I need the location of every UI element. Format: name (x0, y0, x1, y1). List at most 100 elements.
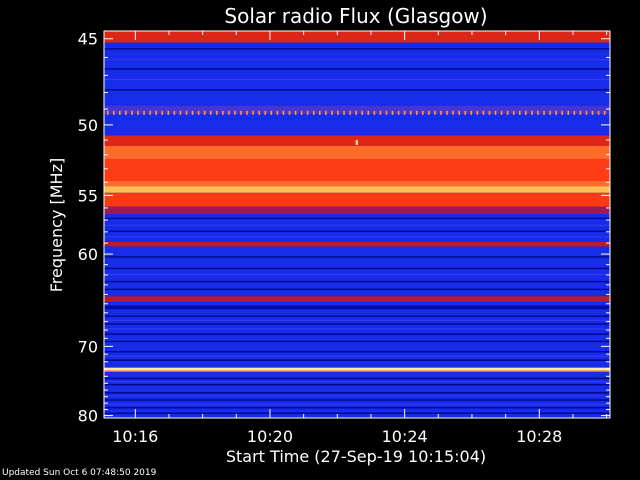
interference-dot (403, 110, 406, 115)
interference-dot (464, 110, 467, 115)
dark-channel-line (104, 323, 610, 325)
interference-dot (270, 110, 273, 115)
interference-dot (161, 110, 164, 115)
dark-channel-line (104, 230, 610, 233)
emission-band (104, 206, 610, 215)
interference-dot (567, 110, 570, 115)
interference-dot (131, 110, 133, 115)
interference-dot (500, 110, 503, 115)
interference-dot (355, 110, 357, 115)
interference-dot (415, 110, 418, 115)
interference-dot (555, 110, 557, 115)
dark-channel-line (104, 412, 610, 414)
dark-channel-line (104, 406, 610, 409)
interference-dot (470, 110, 473, 115)
interference-dot (185, 110, 188, 115)
interference-dot (312, 110, 315, 115)
interference-dot (191, 110, 194, 115)
dark-channel-line (104, 89, 610, 91)
interference-dot (119, 110, 121, 115)
updated-timestamp: Updated Sun Oct 6 07:48:50 2019 (2, 468, 157, 478)
interference-dot (525, 110, 527, 115)
interference-dot (149, 110, 151, 115)
interference-dot (294, 110, 297, 115)
y-tick-label: 80 (78, 407, 98, 426)
y-tick-label: 50 (78, 116, 98, 135)
interference-dot (173, 110, 176, 115)
dark-channel-line (104, 333, 610, 335)
interference-dot (143, 110, 145, 115)
emission-band (104, 145, 610, 159)
interference-dot (379, 110, 382, 115)
y-axis-label: Frequency [MHz] (47, 158, 66, 292)
interference-dot (112, 110, 115, 115)
dark-channel-line (104, 267, 610, 270)
interference-dot (458, 110, 460, 115)
chart-title: Solar radio Flux (Glasgow) (224, 4, 487, 28)
interference-dot (343, 110, 345, 115)
dark-channel-line (104, 359, 610, 361)
emission-band (104, 370, 610, 373)
interference-dot (106, 110, 109, 115)
interference-dot (179, 110, 182, 115)
interference-dot (197, 110, 200, 115)
dark-channel-line (104, 68, 610, 70)
interference-dot (506, 110, 509, 115)
interference-dot (440, 110, 442, 115)
y-tick-label: 70 (78, 337, 98, 356)
interference-dot (252, 110, 254, 115)
bright-channel-line (104, 395, 610, 397)
interference-dot (331, 110, 333, 115)
interference-dot (494, 110, 497, 115)
dark-channel-line (104, 280, 610, 283)
interference-dot (434, 110, 436, 115)
interference-dot (209, 110, 212, 115)
interference-dot (361, 110, 364, 115)
interference-dot (246, 110, 248, 115)
interference-dot (337, 110, 339, 115)
y-tick-label: 45 (78, 30, 98, 49)
bright-channel-line (104, 403, 610, 405)
interference-dot (561, 110, 563, 115)
interference-dot (488, 110, 491, 115)
bright-channel-line (104, 236, 610, 238)
interference-dot (422, 110, 424, 115)
dark-channel-line (104, 377, 610, 380)
interference-dot (258, 110, 261, 115)
emission-band (104, 158, 610, 181)
interference-dot (397, 110, 400, 115)
interference-dot (125, 110, 127, 115)
dark-channel-line (104, 392, 610, 394)
interference-dot (155, 110, 157, 115)
emission-band (104, 186, 610, 193)
interference-dot (549, 110, 551, 115)
interference-dot (288, 110, 291, 115)
interference-dot (531, 110, 533, 115)
bright-channel-line (104, 273, 610, 275)
dark-channel-line (104, 383, 610, 386)
dark-channel-line (104, 256, 610, 258)
bright-channel-line (104, 355, 610, 357)
interference-dot (512, 110, 515, 115)
interference-dot (306, 110, 309, 115)
y-tick-label: 60 (78, 245, 98, 264)
x-tick-label: 10:20 (247, 427, 293, 446)
dark-channel-line (104, 399, 610, 401)
interference-dot (282, 110, 285, 115)
emission-band (104, 296, 610, 302)
bright-channel-line (104, 78, 610, 80)
interference-dot (228, 110, 230, 115)
bright-channel-line (104, 319, 610, 321)
dark-channel-line (104, 315, 610, 317)
interference-dot (325, 110, 327, 115)
emission-band (104, 192, 610, 207)
dark-channel-line (104, 48, 610, 50)
dark-channel-line (104, 288, 610, 291)
interference-dot (385, 110, 388, 115)
interference-dot (482, 110, 485, 115)
interference-dot (597, 110, 600, 115)
spectrogram-heatmap (104, 31, 610, 418)
interference-dot (349, 110, 351, 115)
interference-dot (591, 110, 594, 115)
interference-dot (409, 110, 412, 115)
